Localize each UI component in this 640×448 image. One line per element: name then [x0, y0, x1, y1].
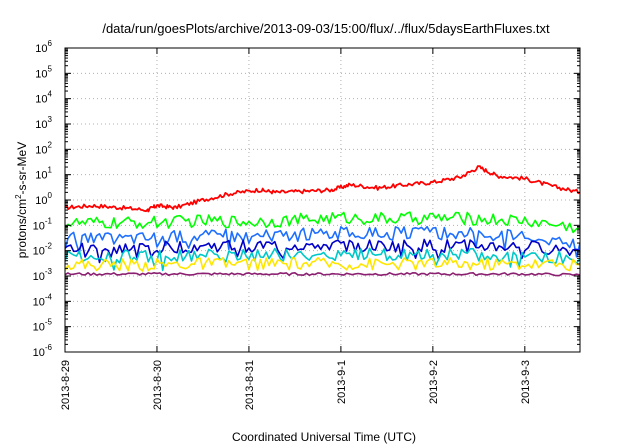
grid: [65, 48, 580, 352]
series-line: [65, 165, 580, 213]
y-tick-label: 101: [35, 166, 52, 182]
y-tick-label: 102: [35, 140, 52, 156]
series-line: [65, 271, 580, 277]
x-tick-labels: 2013-8-29 2013-8-30 2013-8-31 2013-9-1 2013-…: [60, 360, 532, 410]
y-axis-label-post: -s-sr-MeV: [15, 142, 29, 195]
series-line: [65, 238, 580, 264]
y-axis-label-pre: protons/cm: [15, 199, 29, 258]
chart-title: /data/run/goesPlots/archive/2013-09-03/1…: [102, 21, 550, 36]
y-tick-label: 10-3: [33, 267, 53, 283]
y-tick-label: 10-4: [33, 292, 53, 308]
y-tick-label: 10-2: [33, 242, 53, 258]
y-tick-label: 10-1: [33, 216, 53, 232]
y-axis-label: protons/cm2-s-sr-MeV: [14, 142, 29, 258]
x-tick-label: 2013-8-30: [152, 360, 164, 410]
series-line: [65, 256, 580, 272]
y-tick-label: 100: [35, 191, 52, 207]
x-axis-label: Coordinated Universal Time (UTC): [232, 430, 416, 444]
y-tick-label: 103: [35, 115, 52, 131]
series-line: [65, 225, 580, 258]
series-line: [65, 211, 580, 234]
x-tick-label: 2013-8-29: [60, 360, 72, 410]
y-axis-label-sup: 2: [14, 194, 23, 199]
series-lines: [65, 165, 580, 277]
series-line: [65, 247, 580, 272]
x-tick-label: 2013-8-31: [244, 360, 256, 410]
x-tick-label: 2013-9-3: [520, 360, 532, 404]
axis-ticks: [64, 47, 580, 353]
y-tick-label: 104: [35, 90, 52, 106]
x-tick-label: 2013-9-2: [428, 360, 440, 404]
y-tick-labels: 10-6 10-5 10-4 10-3 10-2 10-1 100 101 102 103 104 1…: [33, 39, 53, 359]
y-tick-label: 10-6: [33, 343, 53, 359]
y-tick-label: 106: [35, 39, 52, 55]
x-tick-label: 2013-9-1: [336, 360, 348, 404]
plot-frame: [64, 47, 581, 353]
y-tick-label: 10-5: [33, 318, 53, 334]
y-tick-label: 105: [35, 64, 52, 80]
